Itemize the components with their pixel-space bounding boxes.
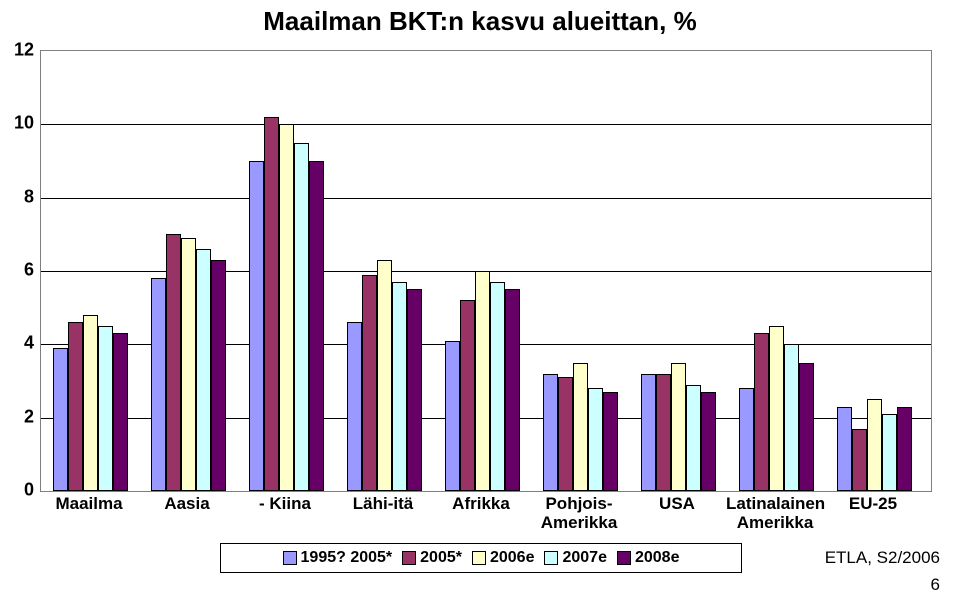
bar [686, 385, 701, 491]
bar [279, 124, 294, 491]
bar [377, 260, 392, 491]
bar [392, 282, 407, 491]
bar [558, 377, 573, 491]
bar [882, 414, 897, 491]
category-label: Pohjois-Amerikka [530, 495, 628, 532]
source-label: ETLA, S2/2006 [825, 548, 940, 568]
bar [852, 429, 867, 491]
bar [739, 388, 754, 491]
bar [181, 238, 196, 491]
legend-item: 2007e [544, 549, 607, 567]
bars-layer [41, 51, 931, 491]
bar [784, 344, 799, 491]
legend-swatch [402, 551, 416, 565]
legend-label: 2006e [490, 549, 535, 567]
bar [505, 289, 520, 491]
category-label: Afrikka [432, 495, 530, 514]
legend-item: 2005* [402, 549, 462, 567]
bar [897, 407, 912, 491]
bar [641, 374, 656, 491]
chart-plot-area [40, 50, 932, 492]
category-label: LatinalainenAmerikka [726, 495, 824, 532]
y-axis-label: 8 [4, 186, 34, 207]
legend-swatch [544, 551, 558, 565]
legend-label: 2007e [562, 549, 607, 567]
legend-label: 2005* [420, 549, 462, 567]
bar [264, 117, 279, 491]
legend: 1995? 2005* 2005* 2006e 2007e 2008e [220, 543, 742, 573]
y-axis-label: 2 [4, 406, 34, 427]
bar [309, 161, 324, 491]
y-axis-label: 6 [4, 260, 34, 281]
bar [196, 249, 211, 491]
bar [407, 289, 422, 491]
bar [460, 300, 475, 491]
legend-swatch [283, 551, 297, 565]
y-axis-label: 12 [4, 40, 34, 61]
bar [98, 326, 113, 491]
bar [294, 143, 309, 491]
category-label: - Kiina [236, 495, 334, 514]
bar [656, 374, 671, 491]
legend-swatch [617, 551, 631, 565]
category-label: Maailma [40, 495, 138, 514]
bar [754, 333, 769, 491]
bar [573, 363, 588, 491]
bar [867, 399, 882, 491]
legend-item: 1995? 2005* [283, 549, 393, 567]
bar [249, 161, 264, 491]
bar [83, 315, 98, 491]
legend-item: 2008e [617, 549, 680, 567]
bar [603, 392, 618, 491]
bar [475, 271, 490, 491]
bar [151, 278, 166, 491]
bar [68, 322, 83, 491]
bar [799, 363, 814, 491]
y-axis-label: 10 [4, 113, 34, 134]
bar [769, 326, 784, 491]
y-axis-label: 0 [4, 480, 34, 501]
bar [543, 374, 558, 491]
legend-swatch [472, 551, 486, 565]
category-label: Lähi-itä [334, 495, 432, 514]
category-label: Aasia [138, 495, 236, 514]
y-axis-label: 4 [4, 333, 34, 354]
bar [211, 260, 226, 491]
bar [445, 341, 460, 491]
bar [671, 363, 686, 491]
bar [347, 322, 362, 491]
bar [837, 407, 852, 491]
bar [113, 333, 128, 491]
chart-title: Maailman BKT:n kasvu alueittan, % [0, 6, 960, 37]
bar [701, 392, 716, 491]
legend-item: 2006e [472, 549, 535, 567]
bar [490, 282, 505, 491]
bar [166, 234, 181, 491]
bar [588, 388, 603, 491]
category-label: USA [628, 495, 726, 514]
page-number: 6 [931, 575, 940, 595]
legend-label: 1995? 2005* [301, 549, 393, 567]
bar [53, 348, 68, 491]
legend-label: 2008e [635, 549, 680, 567]
bar [362, 275, 377, 491]
category-label: EU-25 [824, 495, 922, 514]
